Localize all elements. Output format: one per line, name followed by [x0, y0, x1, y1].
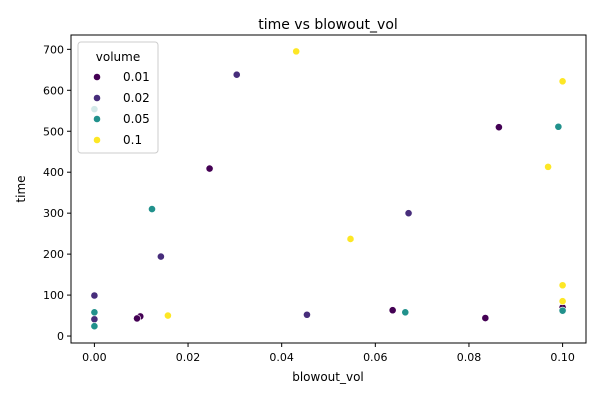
data-point: [205, 164, 214, 173]
data-point: [90, 308, 99, 317]
data-point: [90, 291, 99, 300]
x-axis-label: blowout_vol: [292, 370, 364, 384]
data-point: [481, 314, 490, 322]
legend: volume 0.01 0.02 0.05 0.1: [77, 41, 159, 154]
data-point: [164, 311, 172, 320]
chart-title: time vs blowout_vol: [258, 17, 398, 33]
data-point: [388, 306, 397, 315]
plot-frame: [70, 34, 587, 344]
data-point: [558, 297, 567, 306]
y-tick-label: 600: [43, 84, 64, 97]
data-point: [346, 235, 355, 243]
y-tick-label: 0: [57, 330, 64, 343]
data-point: [303, 310, 311, 319]
data-point: [232, 70, 241, 79]
data-point: [292, 47, 301, 56]
y-tick-label: 700: [43, 43, 64, 56]
legend-marker: [93, 94, 101, 102]
legend-items: 0.01 0.02 0.05 0.1: [93, 70, 150, 147]
data-point: [148, 205, 156, 213]
legend-label: 0.02: [123, 91, 150, 105]
y-axis-label: time: [14, 175, 28, 202]
data-point: [558, 306, 567, 315]
legend-title: volume: [96, 50, 140, 64]
legend-label: 0.1: [123, 133, 142, 147]
data-point: [495, 123, 503, 132]
legend-label: 0.01: [123, 70, 150, 84]
y-tick-label: 500: [43, 125, 64, 138]
x-tick-label: 0.08: [457, 351, 482, 364]
y-tick-label: 300: [43, 207, 64, 220]
data-point: [90, 322, 99, 331]
legend-marker: [93, 136, 101, 144]
data-point: [558, 77, 567, 86]
legend-box: [77, 41, 159, 154]
points-layer: [90, 47, 567, 331]
x-tick-label: 0.00: [82, 351, 107, 364]
y-tick-label: 200: [43, 248, 64, 261]
legend-marker: [93, 115, 101, 123]
data-point: [404, 209, 413, 218]
data-point: [558, 281, 567, 290]
data-point: [554, 122, 563, 131]
x-tick-label: 0.10: [550, 351, 575, 364]
x-axis: 0.00 0.02 0.04 0.06 0.08 0.10: [82, 343, 575, 364]
y-axis: 0 100 200 300 400 500 600 700: [43, 43, 71, 343]
legend-label: 0.05: [123, 112, 150, 126]
legend-marker: [93, 73, 101, 81]
x-tick-label: 0.04: [269, 351, 294, 364]
x-tick-label: 0.06: [363, 351, 388, 364]
data-point: [156, 252, 165, 261]
data-point: [90, 315, 99, 324]
data-point: [133, 314, 141, 323]
y-tick-label: 100: [43, 289, 64, 302]
y-tick-label: 400: [43, 166, 64, 179]
plot-area: [70, 34, 587, 344]
x-tick-label: 0.02: [176, 351, 201, 364]
data-point: [544, 162, 552, 171]
data-point: [401, 308, 410, 317]
